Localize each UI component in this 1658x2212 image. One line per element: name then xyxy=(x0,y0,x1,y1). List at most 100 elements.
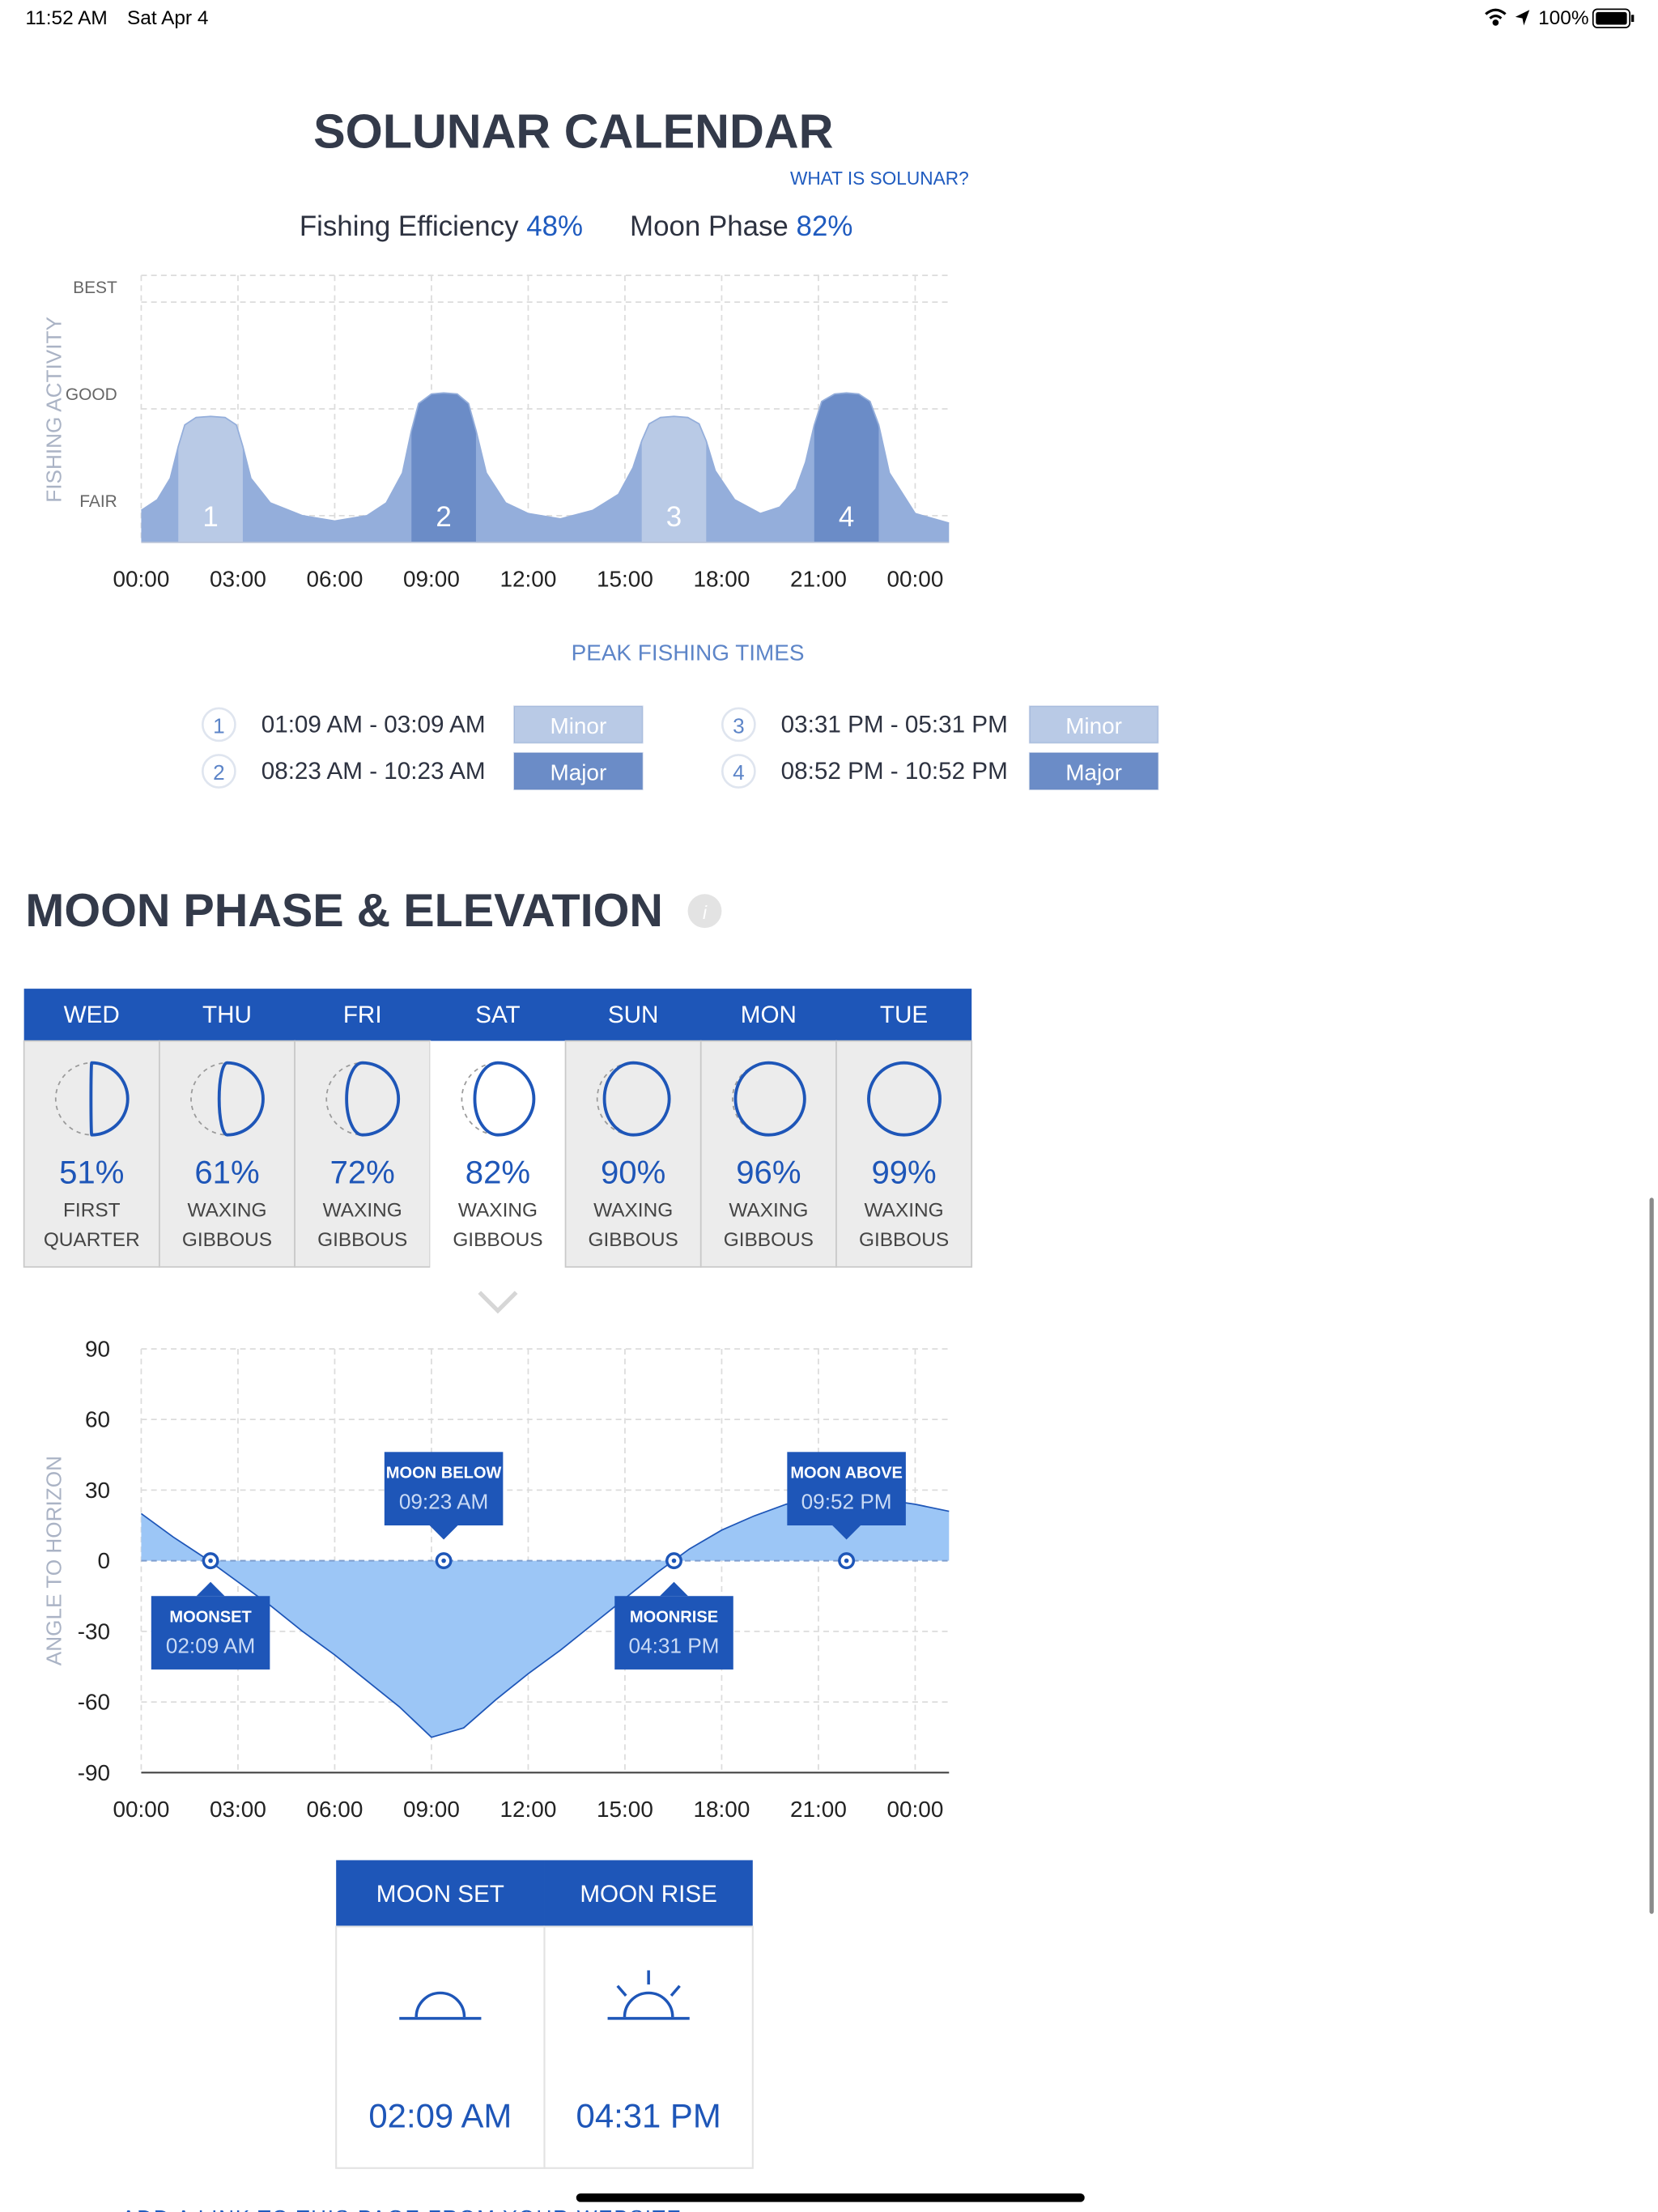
phase-line: WAXING xyxy=(187,1200,266,1222)
efficiency-label: Fishing Efficiency xyxy=(300,211,519,242)
moon-icon xyxy=(217,1061,265,1137)
callout xyxy=(151,1596,270,1670)
peak-list-number: 1 xyxy=(213,714,225,738)
peak-circle xyxy=(721,754,756,789)
peak-band xyxy=(814,393,879,542)
illumination: 82% xyxy=(466,1154,530,1190)
rise-set-time: 04:31 PM xyxy=(576,2097,721,2135)
x-tick-label: 18:00 xyxy=(694,567,750,592)
x-tick-label: 09:00 xyxy=(403,1797,460,1822)
event-dot xyxy=(208,1558,213,1563)
callout-pointer xyxy=(660,1581,688,1597)
peak-list-number: 4 xyxy=(733,760,745,785)
day-name: TUE xyxy=(880,1002,928,1028)
peak-number: 1 xyxy=(202,501,218,533)
phase-line: GIBBOUS xyxy=(182,1229,272,1251)
status-date: Sat Apr 4 xyxy=(127,7,208,29)
callout-time: 02:09 AM xyxy=(166,1633,256,1657)
day-name: WED xyxy=(64,1002,120,1028)
page-title: SOLUNAR CALENDAR xyxy=(313,104,833,159)
rise-set-header xyxy=(336,1860,545,1927)
event-dot xyxy=(441,1558,446,1563)
peak-badge xyxy=(1028,705,1159,744)
x-tick-label: 15:00 xyxy=(597,567,653,592)
peak-number: 2 xyxy=(436,501,451,533)
phase-line: WAXING xyxy=(865,1200,944,1222)
day-name: THU xyxy=(202,1002,252,1028)
day-header xyxy=(23,989,972,1041)
wifi-icon xyxy=(1485,8,1507,26)
phase-line: WAXING xyxy=(593,1200,673,1222)
footer-link[interactable]: ADD A LINK TO THIS PAGE FROM YOUR WEBSIT… xyxy=(121,2206,682,2212)
rise-set-header xyxy=(544,1860,753,1927)
event-dot xyxy=(844,1558,849,1563)
peak-number: 4 xyxy=(839,501,854,533)
phase-line: GIBBOUS xyxy=(724,1229,814,1251)
peak-time: 01:09 AM - 03:09 AM xyxy=(261,711,486,738)
phase-line: GIBBOUS xyxy=(453,1229,542,1251)
moon-icon xyxy=(602,1061,671,1137)
peak-circle xyxy=(721,707,756,742)
elevation-area xyxy=(141,1497,950,1738)
callout-label: MOONSET xyxy=(169,1608,252,1626)
peak-badge xyxy=(513,751,644,791)
peak-type: Minor xyxy=(1065,713,1122,738)
callout xyxy=(614,1596,733,1670)
moon-icon xyxy=(473,1061,536,1137)
phase-line: GIBBOUS xyxy=(317,1229,407,1251)
peak-time: 03:31 PM - 05:31 PM xyxy=(781,711,1008,738)
phase-line: FIRST xyxy=(63,1200,121,1222)
solunar-link[interactable]: WHAT IS SOLUNAR? xyxy=(790,168,969,189)
peak-badge xyxy=(513,705,644,744)
x-tick-label: 21:00 xyxy=(790,1797,847,1822)
status-time: 11:52 AM xyxy=(25,7,107,29)
x-tick-label: 00:00 xyxy=(887,1797,944,1822)
x-tick-label: 06:00 xyxy=(307,1797,363,1822)
callout-time: 09:23 AM xyxy=(399,1489,489,1513)
status-battery: 100% xyxy=(1538,7,1588,29)
svg-text:i: i xyxy=(703,902,708,923)
illumination: 51% xyxy=(59,1154,124,1190)
illumination: 96% xyxy=(736,1154,801,1190)
rise-set-title: MOON SET xyxy=(376,1881,504,1908)
phase-line: GIBBOUS xyxy=(589,1229,678,1251)
y-tick-label: -60 xyxy=(78,1690,110,1715)
scrollbar xyxy=(1649,1197,1654,1914)
moon-phase: Moon Phase 82% xyxy=(630,211,852,242)
peak-circle xyxy=(202,707,236,742)
callout-pointer xyxy=(832,1525,861,1540)
x-tick-label: 00:00 xyxy=(887,567,944,592)
peak-band xyxy=(411,393,476,542)
moon-icon xyxy=(867,1061,942,1137)
callout-pointer xyxy=(196,1581,225,1597)
phase-line: GIBBOUS xyxy=(859,1229,949,1251)
sun-half xyxy=(623,1991,674,2018)
moon-phase-label: Moon Phase xyxy=(630,211,789,242)
x-tick-label: 09:00 xyxy=(403,567,460,592)
info-icon[interactable]: i xyxy=(687,894,722,929)
x-tick-label: 00:00 xyxy=(113,567,170,592)
y-axis-label: FISHING ACTIVITY xyxy=(41,317,66,503)
x-tick-label: 12:00 xyxy=(500,567,557,592)
illumination: 99% xyxy=(871,1154,936,1190)
day-name: SUN xyxy=(608,1002,659,1028)
callout-label: MOON BELOW xyxy=(386,1464,502,1482)
efficiency: Fishing Efficiency 48% xyxy=(300,211,583,242)
moon-icon xyxy=(733,1061,806,1137)
y-tick-label: 90 xyxy=(85,1336,110,1361)
peak-title: PEAK FISHING TIMES xyxy=(572,640,805,665)
illumination: 61% xyxy=(194,1154,259,1190)
rise-set-cell xyxy=(543,1925,754,2169)
callout xyxy=(384,1452,504,1526)
event-dot xyxy=(671,1558,677,1563)
x-tick-label: 18:00 xyxy=(694,1797,750,1822)
callout xyxy=(787,1452,906,1526)
moon-icon xyxy=(345,1061,401,1137)
y-tick-label: FAIR xyxy=(79,492,117,511)
x-tick-label: 12:00 xyxy=(500,1797,557,1822)
phase-line: WAXING xyxy=(729,1200,808,1222)
callout-label: MOON ABOVE xyxy=(790,1464,902,1482)
callout-pointer xyxy=(429,1525,458,1540)
y-tick-label: 0 xyxy=(98,1548,111,1573)
location-icon xyxy=(1515,10,1530,26)
